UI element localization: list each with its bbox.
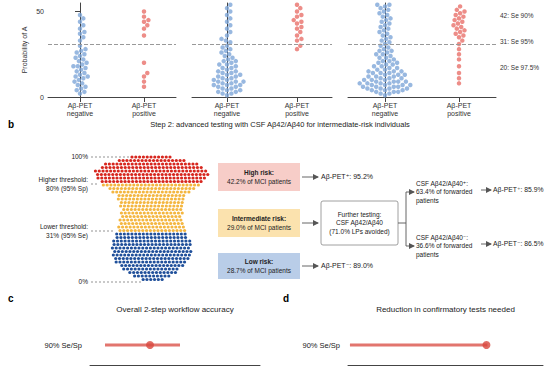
svg-text:d: d [283,293,289,304]
svg-text:Aβ-PET: Aβ-PET [447,102,472,110]
svg-text:Overall 2-step workflow accura: Overall 2-step workflow accuracy [116,305,233,314]
svg-text:28.7% of MCI patients: 28.7% of MCI patients [227,267,292,275]
svg-text:negative: negative [67,110,94,118]
svg-text:b: b [8,119,14,130]
svg-text:29.0% of MCI patients: 29.0% of MCI patients [227,224,292,232]
svg-text:90% Se/Sp: 90% Se/Sp [44,341,82,350]
svg-text:Probability of A: Probability of A [21,26,29,73]
svg-text:Aβ-PET⁻: 86.5%: Aβ-PET⁻: 86.5% [493,240,544,248]
svg-text:positive: positive [132,110,156,118]
svg-text:50: 50 [36,8,44,15]
svg-text:42.2% of MCI patients: 42.2% of MCI patients [227,178,292,186]
svg-text:Aβ-PET⁻: 89.0%: Aβ-PET⁻: 89.0% [321,262,373,270]
svg-text:negative: negative [372,110,399,118]
svg-text:Aβ-PET: Aβ-PET [373,102,398,110]
svg-text:Aβ-PET: Aβ-PET [215,102,240,110]
svg-text:20: Se 97.5%: 20: Se 97.5% [500,64,539,71]
svg-text:Reduction in confirmatory test: Reduction in confirmatory tests needed [376,305,515,314]
svg-text:Lower threshold:31% (95% Se): Lower threshold:31% (95% Se) [40,223,88,240]
svg-text:Aβ-PET: Aβ-PET [132,102,157,110]
svg-text:High risk:: High risk: [244,169,274,177]
svg-text:positive: positive [285,110,309,118]
svg-text:100%: 100% [71,153,88,160]
svg-text:90% Se/Sp: 90% Se/Sp [302,341,340,350]
svg-text:Aβ-PET⁺: 85.9%: Aβ-PET⁺: 85.9% [493,186,544,194]
svg-text:positive: positive [447,110,471,118]
svg-text:Step 2: advanced testing with: Step 2: advanced testing with CSF Aβ42/A… [150,120,410,129]
svg-text:42: Se 90%: 42: Se 90% [500,12,534,19]
svg-text:Aβ-PET⁺: 95.2%: Aβ-PET⁺: 95.2% [321,173,373,181]
svg-text:Intermediate risk:: Intermediate risk: [232,215,286,222]
svg-text:0: 0 [40,94,44,101]
svg-text:Higher threshold:80% (95% Sp): Higher threshold:80% (95% Sp) [39,176,89,193]
svg-text:Further testing:CSF Aβ42/Aβ40(: Further testing:CSF Aβ42/Aβ40(71.0% LPs … [329,211,389,236]
svg-text:CSF Aβ42/Aβ40⁺:63.4% of forwar: CSF Aβ42/Aβ40⁺:63.4% of forwardedpatient… [416,180,473,205]
svg-text:0%: 0% [79,278,89,285]
svg-text:Aβ-PET: Aβ-PET [68,102,93,110]
svg-text:31: Se 95%: 31: Se 95% [500,38,534,45]
svg-text:c: c [8,293,14,304]
svg-text:negative: negative [214,110,241,118]
svg-text:CSF Aβ42/Aβ40⁻:36.6% of forwar: CSF Aβ42/Aβ40⁻:36.6% of forwardedpatient… [416,234,473,259]
svg-text:Low risk:: Low risk: [245,258,274,265]
svg-text:Aβ-PET: Aβ-PET [285,102,310,110]
